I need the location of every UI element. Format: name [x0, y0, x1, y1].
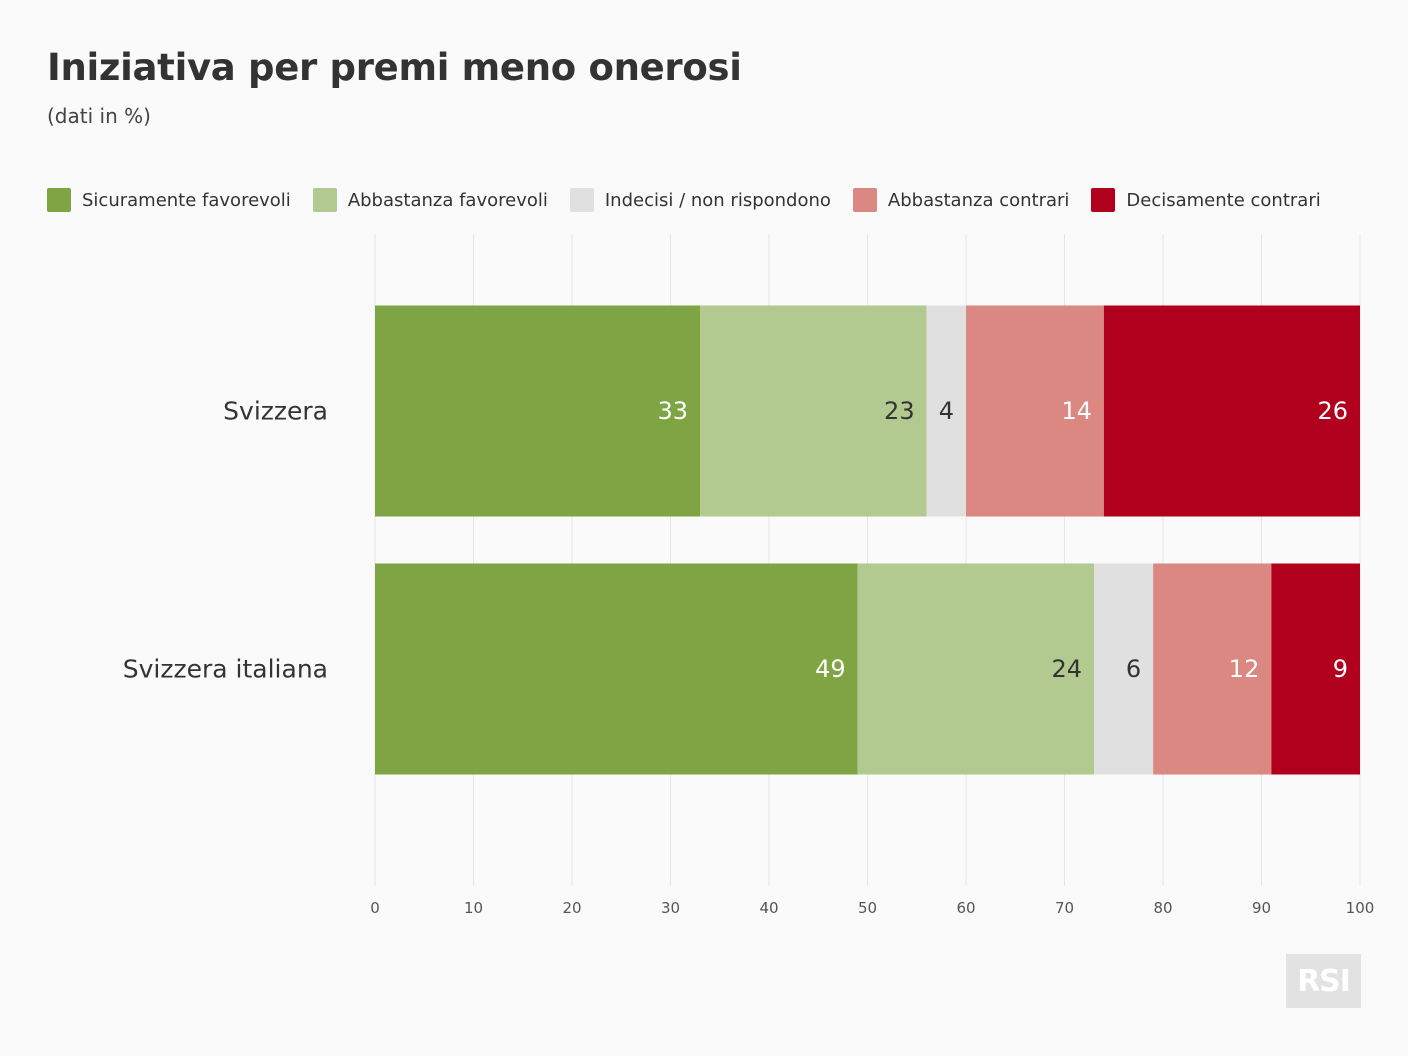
bar-segment: [700, 305, 927, 517]
data-label: 12: [1229, 655, 1260, 683]
bar-segment: [1271, 563, 1360, 775]
bar-segment: [926, 305, 966, 517]
x-tick-label: 30: [661, 899, 680, 917]
data-label: 6: [1126, 655, 1141, 683]
legend-swatch: [312, 188, 337, 212]
legend-swatch: [1091, 188, 1116, 212]
data-label: 26: [1317, 397, 1348, 425]
legend-label: Abbastanza contrari: [887, 189, 1070, 211]
legend-swatch: [47, 188, 71, 212]
x-tick-label: 40: [759, 899, 778, 917]
x-tick-label: 60: [956, 899, 975, 917]
data-label: 49: [815, 655, 846, 683]
legend-item: Sicuramente favorevoli: [47, 188, 291, 212]
data-label: 24: [1052, 655, 1083, 683]
category-label: Svizzera: [223, 397, 328, 426]
chart-subtitle: (dati in %): [47, 104, 151, 128]
x-tick-label: 70: [1055, 899, 1074, 917]
legend-label: Indecisi / non rispondono: [604, 189, 831, 211]
x-tick-label: 20: [562, 899, 581, 917]
legend-label: Abbastanza favorevoli: [347, 189, 548, 211]
legend-item: Abbastanza contrari: [852, 188, 1070, 212]
rsi-logo-text: RSI: [1297, 963, 1351, 999]
bar-segment: [966, 305, 1104, 517]
legend-label: Sicuramente favorevoli: [82, 189, 291, 211]
legend-swatch: [852, 188, 877, 212]
data-label: 9: [1333, 655, 1348, 683]
rsi-logo: RSI: [1286, 954, 1361, 1008]
bar-segment: [375, 305, 701, 517]
bar-segment: [375, 563, 858, 775]
data-label: 33: [658, 397, 689, 425]
category-label: Svizzera italiana: [123, 655, 328, 684]
x-tick-label: 90: [1252, 899, 1271, 917]
x-tick-label: 0: [370, 899, 380, 917]
legend-item: Decisamente contrari: [1091, 188, 1321, 212]
legend-swatch: [569, 188, 594, 212]
bar-segment: [857, 563, 1095, 775]
chart-title: Iniziativa per premi meno onerosi: [47, 46, 742, 89]
data-label: 14: [1061, 397, 1092, 425]
bar-segment: [1094, 563, 1154, 775]
legend-item: Indecisi / non rispondono: [569, 188, 831, 212]
legend-item: Abbastanza favorevoli: [312, 188, 548, 212]
data-label: 4: [939, 397, 954, 425]
x-tick-label: 10: [464, 899, 483, 917]
x-tick-label: 80: [1153, 899, 1172, 917]
legend: Sicuramente favorevoli Abbastanza favorev…: [47, 186, 1343, 214]
legend-label: Decisamente contrari: [1126, 189, 1321, 211]
bar-segment: [1153, 563, 1272, 775]
x-tick-label: 100: [1346, 899, 1375, 917]
bar-segment: [1103, 305, 1360, 517]
data-label: 23: [884, 397, 915, 425]
x-tick-label: 50: [858, 899, 877, 917]
